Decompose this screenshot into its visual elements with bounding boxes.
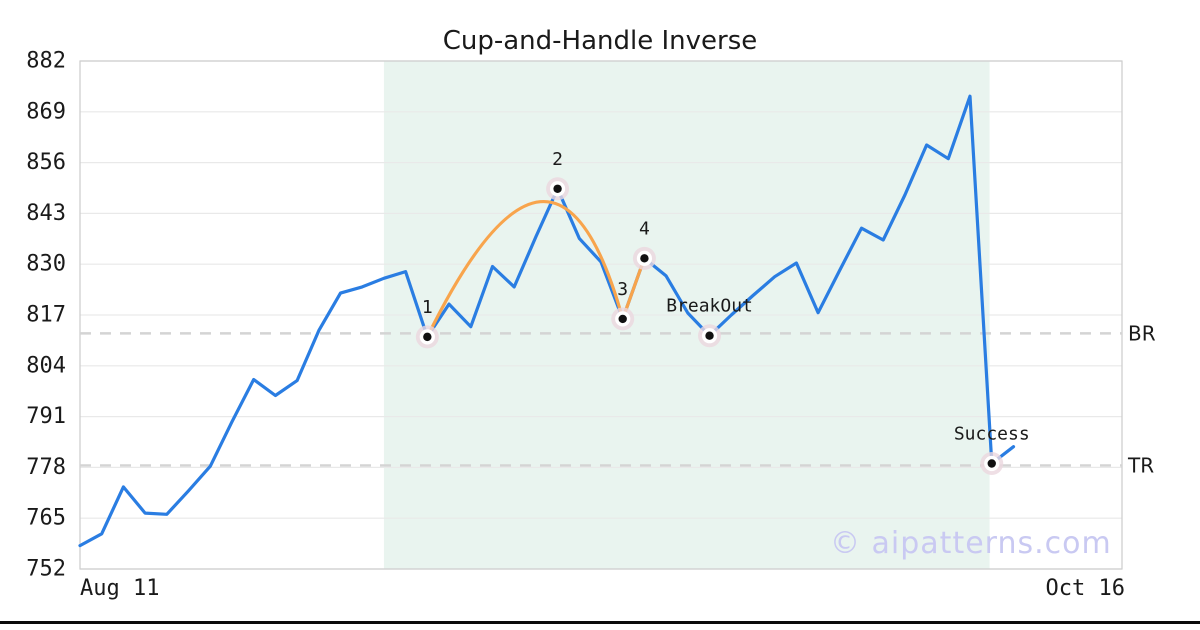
y-tick-label: 856 [26, 150, 66, 175]
marker-dot [618, 314, 627, 324]
y-tick-label: 882 [26, 49, 66, 74]
x-tick-start: Aug 11 [80, 576, 160, 601]
marker-dot [640, 254, 649, 263]
marker-dot [987, 459, 996, 468]
y-tick-label: 830 [26, 252, 66, 277]
watermark: © aipatterns.com [830, 526, 1112, 561]
y-tick-label: 869 [26, 99, 66, 124]
y-tick-label: 778 [26, 455, 66, 480]
plot-border [79, 60, 1123, 570]
marker-label-4: 4 [639, 218, 650, 239]
chart-title: Cup-and-Handle Inverse [442, 26, 758, 56]
marker-label-1: 1 [422, 297, 433, 318]
y-tick-label: 791 [26, 404, 66, 429]
y-tick-label: 843 [26, 201, 66, 226]
bottom-bar [0, 621, 1200, 624]
marker-label-2: 2 [552, 149, 563, 170]
marker-label-breakout: BreakOut [666, 296, 753, 317]
x-tick-end: Oct 16 [1045, 576, 1125, 601]
marker-label-3: 3 [617, 279, 628, 300]
marker-dot [553, 184, 562, 193]
level-label-tr: TR [1127, 453, 1154, 477]
y-tick-label: 752 [26, 557, 66, 582]
marker-dot [423, 332, 432, 342]
y-tick-label: 765 [26, 506, 66, 531]
level-label-br: BR [1128, 321, 1156, 345]
y-tick-label: 817 [26, 303, 66, 328]
price-line [78, 94, 1016, 548]
marker-dot [705, 331, 714, 340]
pattern-line [425, 199, 646, 339]
marker-label-success: Success [954, 423, 1030, 444]
y-tick-label: 804 [26, 353, 66, 378]
